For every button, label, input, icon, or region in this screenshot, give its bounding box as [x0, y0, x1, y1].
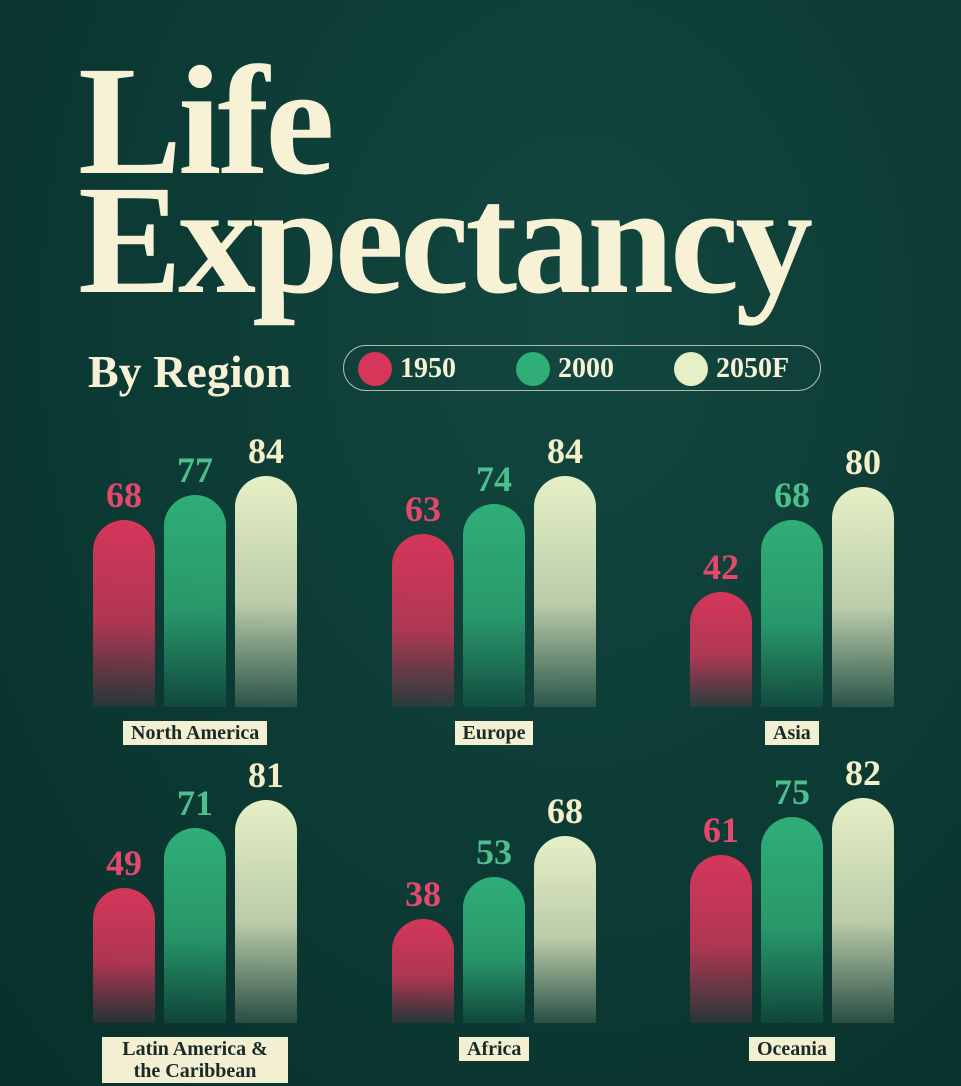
bar [164, 827, 226, 1023]
legend-label: 2050F [716, 353, 790, 384]
bar [164, 495, 226, 707]
value-label: 49 [106, 843, 142, 884]
value-label: 61 [703, 810, 739, 851]
legend-item: 2000 [516, 352, 614, 386]
legend: 1950 2000 2050F [343, 345, 821, 391]
value-label: 38 [405, 873, 441, 914]
category-label: North America [123, 721, 268, 745]
legend-swatch [674, 352, 708, 386]
legend-label: 2000 [558, 353, 614, 384]
value-label: 84 [248, 431, 284, 471]
legend-swatch [516, 352, 550, 386]
value-label: 75 [774, 771, 810, 812]
value-label: 84 [547, 431, 583, 471]
category-label: Latin America & the Caribbean [102, 1037, 288, 1083]
value-label: 74 [476, 458, 512, 499]
value-label: 68 [547, 791, 583, 831]
bar [392, 533, 454, 707]
bar [832, 797, 894, 1023]
value-label: 77 [177, 450, 213, 491]
value-label: 42 [703, 546, 739, 587]
value-label: 63 [405, 488, 441, 529]
bar [761, 816, 823, 1023]
bar [392, 918, 454, 1023]
category-label: Oceania [749, 1037, 835, 1061]
bar [463, 503, 525, 707]
bar [534, 476, 596, 707]
bar [93, 888, 155, 1023]
chart-title: Life Expectancy [78, 34, 813, 326]
bar [235, 800, 297, 1023]
bar [534, 836, 596, 1023]
category-label: Europe [454, 721, 534, 745]
value-label: 68 [774, 475, 810, 515]
bar [93, 520, 155, 707]
legend-swatch [358, 352, 392, 386]
category-label: Africa [459, 1037, 530, 1061]
legend-item: 1950 [358, 352, 456, 386]
value-label: 71 [177, 782, 213, 823]
bar [235, 476, 297, 707]
value-label: 53 [476, 832, 512, 873]
value-label: 68 [106, 475, 142, 515]
bar [463, 877, 525, 1023]
value-label: 81 [248, 755, 284, 796]
chart-subtitle: By Region [88, 346, 292, 397]
bar [690, 591, 752, 707]
legend-label: 1950 [400, 353, 456, 384]
value-label: 82 [845, 752, 881, 793]
category-label: Asia [765, 721, 819, 745]
bar [690, 855, 752, 1023]
legend-item: 2050F [674, 352, 789, 386]
bar [761, 520, 823, 707]
bar [832, 487, 894, 707]
value-label: 80 [845, 442, 881, 482]
